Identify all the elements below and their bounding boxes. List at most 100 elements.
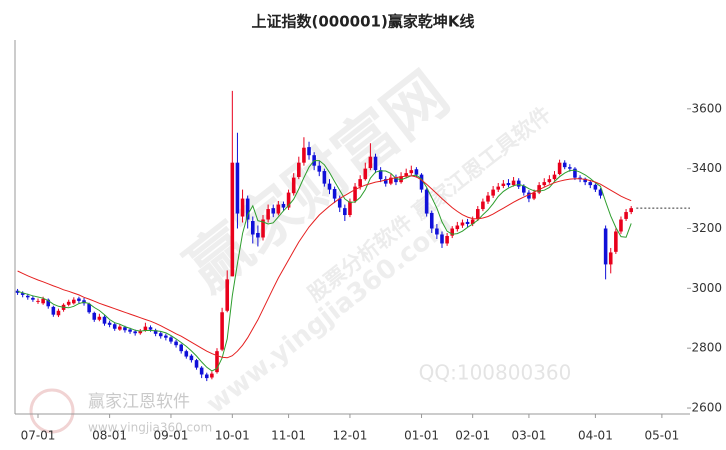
candle-body	[624, 212, 628, 219]
chart-title: 上证指数(000001)赢家乾坤K线	[252, 13, 475, 31]
candle-body	[363, 168, 368, 180]
candle-body	[522, 186, 526, 193]
candle-body	[153, 330, 158, 334]
candle-body	[194, 360, 199, 368]
x-tick-label: 11-01	[271, 429, 306, 443]
candle-body	[343, 208, 347, 216]
candle-body	[189, 355, 194, 361]
candle-body	[562, 162, 567, 168]
candle-body	[450, 228, 455, 236]
x-tick-label: 07-01	[21, 429, 56, 443]
candle-body	[537, 185, 541, 193]
candle-body	[317, 165, 322, 172]
candle-body	[179, 344, 183, 352]
y-tick-label: 2800	[691, 341, 722, 355]
candle-body	[424, 189, 429, 214]
x-tick-label: 10-01	[215, 429, 250, 443]
candle-body	[199, 367, 204, 375]
candle-body	[225, 279, 230, 311]
x-tick-label: 08-01	[92, 429, 127, 443]
x-tick-label: 05-01	[644, 429, 679, 443]
candle-body	[348, 201, 352, 216]
candle-body	[51, 306, 56, 315]
candle-body	[184, 351, 189, 357]
candle-body	[429, 212, 434, 229]
candle-body	[460, 222, 465, 226]
candle-body	[41, 298, 45, 304]
candle-body	[481, 201, 485, 210]
candle-body	[629, 208, 633, 213]
candle-body	[465, 221, 470, 225]
candle-body	[25, 295, 30, 298]
candle-body	[77, 298, 81, 301]
candle-body	[266, 209, 270, 220]
logo-badge	[29, 388, 75, 434]
candle-body	[378, 170, 383, 180]
candle-body	[583, 178, 587, 183]
candle-body	[332, 189, 337, 199]
candle-body	[102, 316, 107, 324]
candle-body	[204, 374, 209, 379]
x-tick-label: 02-01	[455, 429, 490, 443]
candle-body	[107, 322, 112, 325]
candle-body	[174, 341, 178, 346]
candle-body	[327, 183, 332, 190]
candle-body	[123, 327, 127, 331]
candle-body	[169, 337, 173, 342]
logo-name: 赢家江恩软件	[88, 392, 190, 412]
candle-body	[31, 297, 35, 300]
watermark-qq: QQ:100800360	[419, 361, 572, 385]
candle-body	[271, 208, 276, 214]
candle-body	[506, 183, 511, 186]
candle-body	[445, 235, 449, 244]
x-tick-label: 04-01	[578, 429, 613, 443]
candle-body	[112, 324, 117, 329]
candle-body	[598, 189, 603, 196]
candle-body	[133, 331, 137, 334]
candle-body	[235, 162, 240, 214]
candle-body	[568, 167, 572, 169]
candle-body	[552, 174, 557, 180]
candle-body	[158, 333, 163, 337]
y-tick-label: 3000	[691, 281, 722, 295]
candle-body	[475, 209, 480, 219]
candle-body	[66, 301, 71, 305]
candle-body	[588, 182, 593, 186]
candle-body	[143, 326, 148, 331]
candle-body	[501, 183, 506, 187]
candle-body	[491, 189, 495, 196]
candle-body	[56, 310, 61, 316]
candle-body	[455, 225, 460, 230]
candle-body	[281, 203, 286, 208]
candle-body	[557, 162, 562, 175]
candle-body	[486, 195, 490, 202]
candle-body	[547, 179, 552, 183]
candle-body	[128, 329, 132, 332]
y-tick-label: 2600	[691, 401, 722, 415]
watermark-layer: 赢家财富网 股票分析软件 赢家江恩工具软件 www.yingjia360.com…	[29, 57, 572, 435]
candle-body	[297, 162, 301, 178]
candle-body	[404, 173, 408, 177]
x-tick-label: 03-01	[511, 429, 546, 443]
candle-body	[230, 162, 235, 277]
candle-body	[358, 179, 362, 187]
candle-body	[164, 335, 168, 338]
candle-body	[220, 312, 224, 350]
candle-body	[516, 180, 521, 187]
candle-body	[608, 252, 613, 265]
candle-body	[276, 204, 281, 214]
candle-body	[619, 219, 623, 232]
candle-body	[36, 300, 40, 302]
candle-body	[389, 177, 393, 184]
candle-body	[20, 293, 25, 295]
candle-body	[256, 232, 260, 238]
x-tick-label: 01-01	[404, 429, 439, 443]
y-tick-label: 3400	[691, 161, 722, 175]
candle-body	[353, 186, 357, 201]
candle-body	[87, 303, 91, 313]
candle-body	[603, 228, 608, 265]
candle-body	[92, 312, 97, 320]
watermark-brand: 赢家财富网	[173, 57, 462, 305]
candle-body	[409, 170, 414, 174]
x-tick-label: 12-01	[333, 429, 368, 443]
